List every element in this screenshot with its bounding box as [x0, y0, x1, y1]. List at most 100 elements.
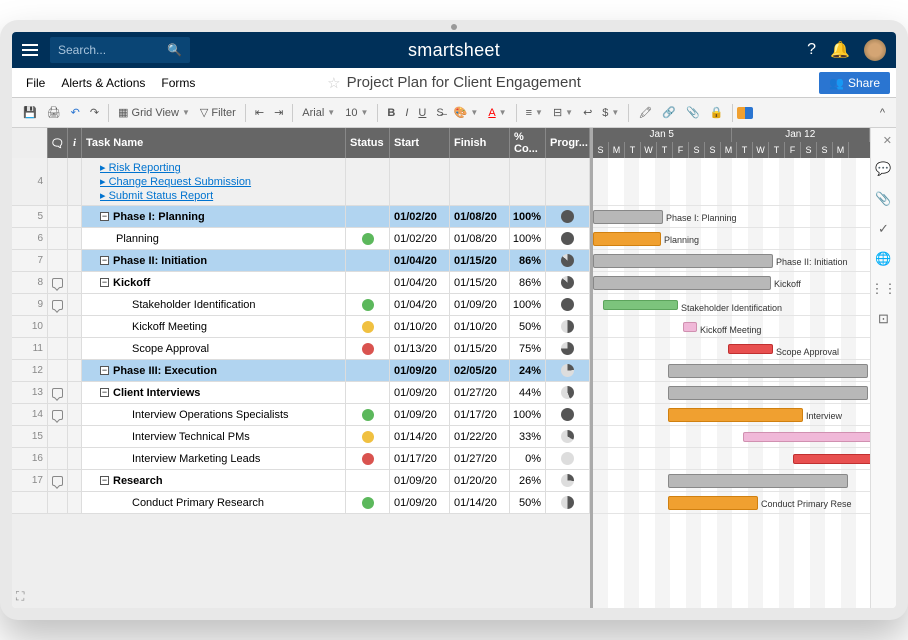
task-cell[interactable]: Interview Operations Specialists	[82, 404, 346, 426]
task-cell[interactable]: −Research	[82, 470, 346, 492]
link[interactable]: ▸ Submit Status Report	[100, 189, 213, 202]
align-icon[interactable]: ≡▼	[521, 104, 548, 122]
collapse-icon[interactable]: −	[100, 476, 109, 485]
underline-icon[interactable]: U	[413, 104, 431, 122]
expand-icon[interactable]: ⛶	[16, 589, 24, 604]
comments-icon[interactable]: 💬	[875, 161, 891, 177]
start-cell[interactable]: 01/02/20	[390, 228, 450, 250]
size-selector[interactable]: 10 ▼	[340, 104, 373, 122]
summary-icon[interactable]: ⊡	[878, 311, 889, 327]
pct-cell[interactable]: 100%	[510, 206, 546, 228]
col-status[interactable]: Status	[346, 128, 390, 158]
table-row[interactable]: 11 Scope Approval 01/13/20 01/15/20 75%	[12, 338, 590, 360]
start-cell[interactable]: 01/09/20	[390, 404, 450, 426]
table-row[interactable]: 14 Interview Operations Specialists 01/0…	[12, 404, 590, 426]
avatar[interactable]	[864, 39, 886, 61]
table-row[interactable]: 4 ▸ Risk Reporting▸ Change Request Submi…	[12, 158, 590, 206]
comment-icon[interactable]	[52, 410, 63, 420]
font-selector[interactable]: Arial ▼	[297, 104, 340, 122]
comment-icon[interactable]	[52, 278, 63, 288]
start-cell[interactable]: 01/10/20	[390, 316, 450, 338]
bold-icon[interactable]: B	[382, 104, 400, 122]
outdent-icon[interactable]: ⇤	[250, 103, 269, 122]
pct-cell[interactable]: 100%	[510, 228, 546, 250]
comment-icon[interactable]	[52, 388, 63, 398]
pct-cell[interactable]: 44%	[510, 382, 546, 404]
finish-cell[interactable]: 01/15/20	[450, 272, 510, 294]
finish-cell[interactable]: 01/27/20	[450, 382, 510, 404]
finish-cell[interactable]: 02/05/20	[450, 360, 510, 382]
table-row[interactable]: 8 −Kickoff 01/04/20 01/15/20 86%	[12, 272, 590, 294]
table-row[interactable]: 10 Kickoff Meeting 01/10/20 01/10/20 50%	[12, 316, 590, 338]
pct-cell[interactable]: 0%	[510, 448, 546, 470]
menu-file[interactable]: File	[18, 76, 53, 90]
finish-cell[interactable]: 01/22/20	[450, 426, 510, 448]
star-icon[interactable]: ☆	[327, 74, 340, 92]
task-cell[interactable]: −Phase III: Execution	[82, 360, 346, 382]
table-row[interactable]: 12 −Phase III: Execution 01/09/20 02/05/…	[12, 360, 590, 382]
redo-icon[interactable]: ↷	[85, 103, 104, 122]
undo-icon[interactable]: ↶	[66, 103, 85, 122]
finish-cell[interactable]: 01/15/20	[450, 338, 510, 360]
collapse-toolbar-icon[interactable]: ^	[875, 104, 890, 122]
save-icon[interactable]: 💾	[18, 103, 42, 122]
collapse-icon[interactable]: −	[100, 212, 109, 221]
format-icon[interactable]: $▼	[597, 104, 624, 122]
task-cell[interactable]: −Phase I: Planning	[82, 206, 346, 228]
finish-cell[interactable]: 01/27/20	[450, 448, 510, 470]
view-selector[interactable]: ▦ Grid View ▼	[113, 103, 195, 122]
gantt-bar[interactable]	[743, 432, 870, 442]
pct-cell[interactable]: 33%	[510, 426, 546, 448]
italic-icon[interactable]: I	[400, 104, 413, 122]
comment-icon[interactable]	[52, 476, 63, 486]
finish-cell[interactable]: 01/10/20	[450, 316, 510, 338]
gantt-bar[interactable]: Scope Approval	[728, 344, 773, 354]
search-icon[interactable]: 🔍	[167, 43, 182, 57]
gantt-bar[interactable]: Conduct Primary Rese	[668, 496, 758, 510]
finish-cell[interactable]: 01/17/20	[450, 404, 510, 426]
table-row[interactable]: 9 Stakeholder Identification 01/04/20 01…	[12, 294, 590, 316]
table-row[interactable]: 13 −Client Interviews 01/09/20 01/27/20 …	[12, 382, 590, 404]
help-icon[interactable]: ?	[807, 41, 816, 59]
globe-icon[interactable]: 🌐	[875, 251, 891, 267]
attachments-icon[interactable]: 📎	[875, 191, 891, 207]
textcolor-icon[interactable]: A▼	[483, 104, 511, 122]
table-row[interactable]: 5 −Phase I: Planning 01/02/20 01/08/20 1…	[12, 206, 590, 228]
gantt-bar[interactable]	[793, 454, 870, 464]
table-row[interactable]: 16 Interview Marketing Leads 01/17/20 01…	[12, 448, 590, 470]
table-row[interactable]: 6 Planning 01/02/20 01/08/20 100%	[12, 228, 590, 250]
start-cell[interactable]: 01/09/20	[390, 360, 450, 382]
task-cell[interactable]: Interview Marketing Leads	[82, 448, 346, 470]
gantt-bar[interactable]: Kickoff	[593, 276, 771, 290]
gantt-bar[interactable]: Stakeholder Identification	[603, 300, 678, 310]
finish-cell[interactable]: 01/20/20	[450, 470, 510, 492]
link[interactable]: ▸ Risk Reporting	[100, 161, 181, 174]
task-cell[interactable]: −Phase II: Initiation	[82, 250, 346, 272]
table-row[interactable]: 15 Interview Technical PMs 01/14/20 01/2…	[12, 426, 590, 448]
start-cell[interactable]: 01/04/20	[390, 294, 450, 316]
indent-icon[interactable]: ⇥	[269, 103, 288, 122]
comment-icon[interactable]	[52, 300, 63, 310]
pct-cell[interactable]: 75%	[510, 338, 546, 360]
menu-forms[interactable]: Forms	[153, 76, 203, 90]
proof-icon[interactable]: ✓	[878, 221, 889, 237]
task-cell[interactable]: Conduct Primary Research	[82, 492, 346, 514]
start-cell[interactable]: 01/02/20	[390, 206, 450, 228]
pct-cell[interactable]: 86%	[510, 272, 546, 294]
finish-cell[interactable]: 01/08/20	[450, 228, 510, 250]
search-input[interactable]: Search... 🔍	[50, 37, 190, 63]
start-cell[interactable]: 01/09/20	[390, 470, 450, 492]
attach-icon[interactable]: 📎	[681, 103, 705, 122]
info-col-icon[interactable]: i	[68, 128, 82, 158]
finish-cell[interactable]: 01/08/20	[450, 206, 510, 228]
gantt-bar[interactable]	[668, 386, 868, 400]
gantt-bar[interactable]: Kickoff Meeting	[683, 322, 697, 332]
print-icon[interactable]: 🖨	[42, 103, 66, 122]
gantt-bar[interactable]: Planning	[593, 232, 661, 246]
menu-icon[interactable]	[22, 44, 38, 56]
gantt-bar[interactable]: Phase I: Planning	[593, 210, 663, 224]
pct-cell[interactable]: 100%	[510, 404, 546, 426]
table-row[interactable]: Conduct Primary Research 01/09/20 01/14/…	[12, 492, 590, 514]
col-pct[interactable]: % Co...	[510, 128, 546, 158]
start-cell[interactable]: 01/09/20	[390, 382, 450, 404]
